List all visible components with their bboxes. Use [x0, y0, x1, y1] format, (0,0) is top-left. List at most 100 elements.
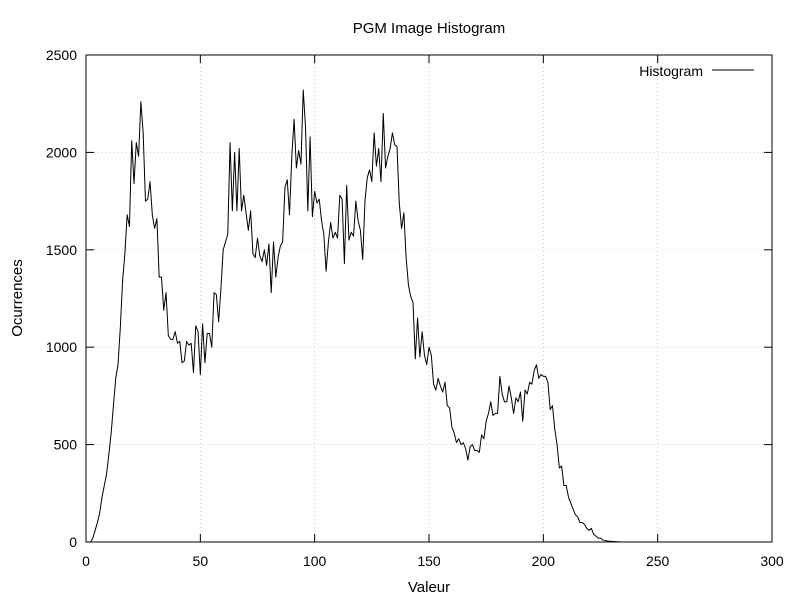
data-point — [355, 201, 356, 202]
data-point — [435, 390, 436, 391]
series-histogram — [86, 89, 658, 543]
data-point — [234, 152, 235, 153]
data-point — [330, 222, 331, 223]
data-point — [589, 530, 590, 531]
data-point — [595, 536, 596, 537]
data-point — [104, 485, 105, 486]
y-tick-label: 500 — [54, 437, 78, 453]
y-axis-label: Ocurrences — [9, 259, 26, 337]
data-point — [99, 512, 100, 513]
data-point — [118, 364, 119, 365]
data-point — [412, 302, 413, 303]
data-point — [184, 360, 185, 361]
data-point — [422, 331, 423, 332]
data-point — [486, 421, 487, 422]
data-point — [257, 238, 258, 239]
data-point — [467, 460, 468, 461]
x-tick-label: 200 — [532, 553, 556, 569]
data-point — [220, 288, 221, 289]
data-point — [348, 240, 349, 241]
data-point — [403, 212, 404, 213]
data-point — [342, 199, 343, 200]
data-point — [134, 183, 135, 184]
data-point — [278, 257, 279, 258]
data-point — [497, 413, 498, 414]
data-point — [474, 450, 475, 451]
data-point — [541, 374, 542, 375]
data-point — [163, 310, 164, 311]
data-point — [396, 146, 397, 147]
data-point — [120, 327, 121, 328]
data-point — [191, 343, 192, 344]
data-point — [241, 210, 242, 211]
data-point — [140, 101, 141, 102]
data-point — [95, 530, 96, 531]
data-point — [147, 199, 148, 200]
data-point — [415, 358, 416, 359]
data-point — [111, 432, 112, 433]
data-point — [380, 181, 381, 182]
data-point — [291, 156, 292, 157]
data-point — [543, 376, 544, 377]
data-point — [259, 255, 260, 256]
data-point — [145, 201, 146, 202]
data-point — [243, 195, 244, 196]
x-tick-label: 150 — [417, 553, 441, 569]
data-point — [214, 292, 215, 293]
data-point — [463, 442, 464, 443]
data-point — [344, 263, 345, 264]
data-point — [168, 335, 169, 336]
data-point — [211, 347, 212, 348]
data-point — [154, 228, 155, 229]
data-point — [316, 203, 317, 204]
data-point — [314, 191, 315, 192]
data-point — [600, 538, 601, 539]
data-point — [458, 438, 459, 439]
data-point — [305, 127, 306, 128]
data-point — [307, 210, 308, 211]
data-point — [513, 413, 514, 414]
data-point — [255, 257, 256, 258]
data-point — [131, 140, 132, 141]
data-point — [527, 393, 528, 394]
data-point — [150, 181, 151, 182]
data-point — [262, 261, 263, 262]
data-point — [426, 364, 427, 365]
data-point — [248, 230, 249, 231]
data-point — [326, 271, 327, 272]
chart-title: PGM Image Histogram — [353, 20, 506, 37]
data-point — [383, 113, 384, 114]
data-point — [536, 364, 537, 365]
data-point — [289, 214, 290, 215]
data-point — [401, 228, 402, 229]
data-point — [529, 382, 530, 383]
data-point — [525, 390, 526, 391]
data-point — [298, 150, 299, 151]
data-point — [179, 341, 180, 342]
data-point — [273, 242, 274, 243]
data-point — [566, 485, 567, 486]
data-point — [481, 434, 482, 435]
data-point — [106, 473, 107, 474]
data-point — [598, 538, 599, 539]
data-point — [282, 242, 283, 243]
data-point — [239, 148, 240, 149]
data-point — [499, 376, 500, 377]
data-point — [479, 452, 480, 453]
data-point — [188, 345, 189, 346]
x-tick-label: 0 — [82, 553, 90, 569]
data-point — [127, 214, 128, 215]
data-point — [198, 331, 199, 332]
data-point — [232, 210, 233, 211]
data-point — [454, 432, 455, 433]
data-point — [156, 218, 157, 219]
data-point — [143, 132, 144, 133]
data-point — [371, 181, 372, 182]
y-tick-label: 1000 — [46, 339, 77, 355]
data-point — [287, 179, 288, 180]
data-point — [376, 166, 377, 167]
data-point — [339, 195, 340, 196]
data-point — [445, 382, 446, 383]
data-point — [280, 245, 281, 246]
